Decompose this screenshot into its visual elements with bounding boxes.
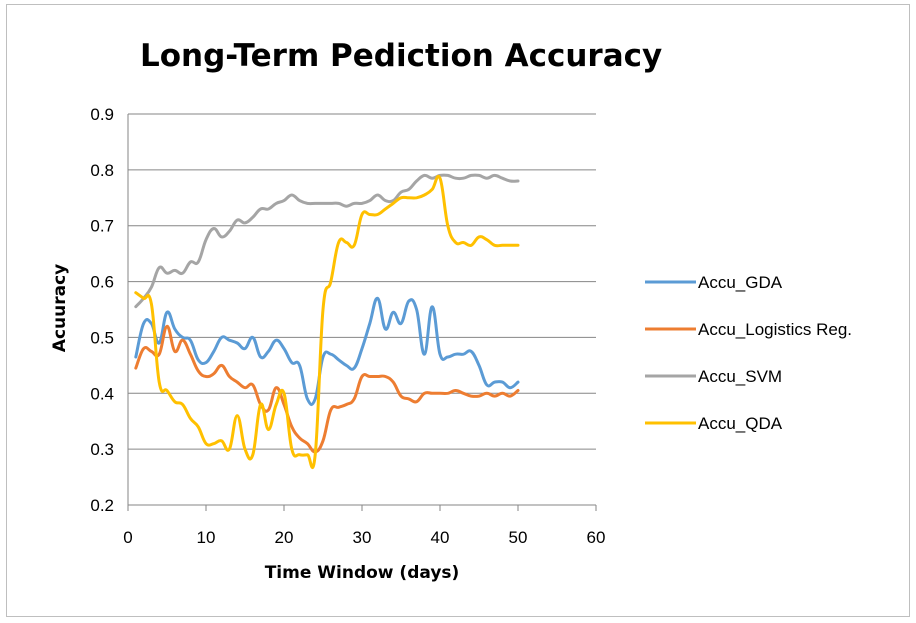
y-axis-ticks: 0.2 0.3 0.4 0.5 0.6 0.7 0.8 0.9 <box>90 105 114 515</box>
x-axis-ticks: 0 10 20 30 40 50 60 <box>123 505 605 547</box>
legend-label-accu-svm: Accu_SVM <box>698 367 782 386</box>
x-tick-label: 0 <box>123 528 132 547</box>
x-tick-label: 50 <box>509 528 528 547</box>
y-tick-label: 0.8 <box>90 161 114 180</box>
x-tick-label: 60 <box>587 528 606 547</box>
x-tick-label: 40 <box>431 528 450 547</box>
series-lines <box>134 173 520 469</box>
y-tick-label: 0.4 <box>90 384 114 403</box>
y-tick-label: 0.3 <box>90 440 114 459</box>
series-line-accu-gda <box>134 296 520 407</box>
chart-title: Long-Term Pediction Accuracy <box>140 38 662 74</box>
y-axis-label: Acuuracy <box>50 264 70 352</box>
chart-frame <box>6 4 910 617</box>
x-tick-label: 30 <box>353 528 372 547</box>
legend-label-accu-logistics-reg: Accu_Logistics Reg. <box>698 320 852 339</box>
x-axis-label: Time Window (days) <box>265 563 460 583</box>
y-tick-label: 0.9 <box>90 105 114 124</box>
y-tick-label: 0.2 <box>90 496 114 515</box>
x-tick-label: 10 <box>197 528 216 547</box>
series-line-accu-qda <box>134 174 520 469</box>
y-tick-label: 0.6 <box>90 273 114 292</box>
series-line-accu-logistics-reg <box>134 324 520 454</box>
x-tick-label: 20 <box>275 528 294 547</box>
series-line-accu-svm <box>134 173 520 309</box>
y-tick-label: 0.7 <box>90 217 114 236</box>
legend: Accu_GDA Accu_Logistics Reg. Accu_SVM Accu_… <box>645 273 852 433</box>
legend-label-accu-gda: Accu_GDA <box>698 273 783 292</box>
legend-label-accu-qda: Accu_QDA <box>698 414 783 433</box>
gridlines <box>127 113 596 506</box>
y-tick-label: 0.5 <box>90 328 114 347</box>
